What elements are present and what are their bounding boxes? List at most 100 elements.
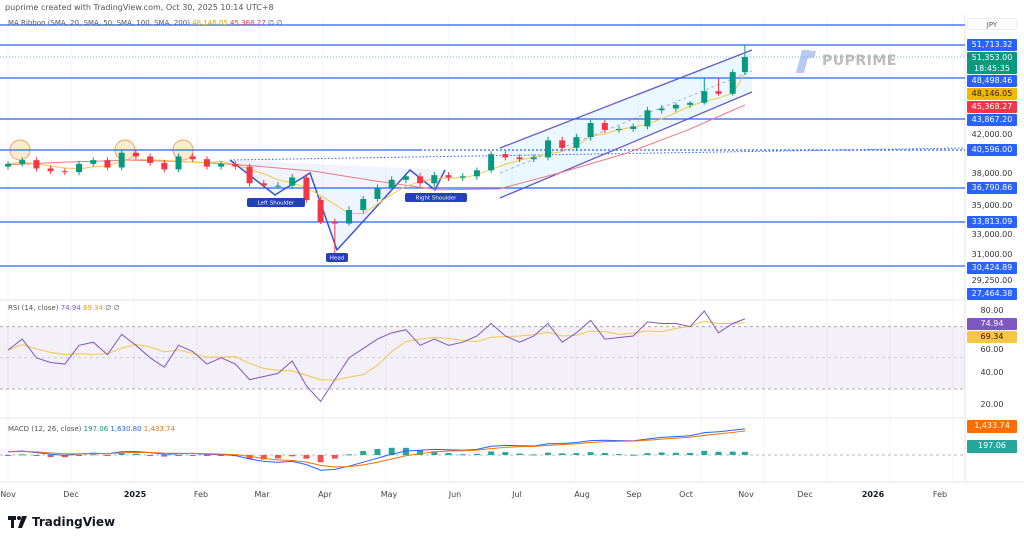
rsi-legend[interactable]: RSI (14, close) 74.94 69.34 ∅ ∅ — [8, 304, 120, 312]
macd-histogram-bar — [374, 448, 381, 455]
rsi-ma-tag: 69.34 — [967, 331, 1017, 343]
candle — [687, 102, 694, 105]
candle — [104, 160, 111, 168]
candle — [246, 166, 253, 184]
macd-histogram-bar — [5, 455, 11, 456]
macd-histogram-bar — [388, 447, 395, 455]
price-tick-label: 42,000.00 — [971, 130, 1013, 139]
macd-histogram-bar — [61, 455, 68, 458]
rsi-ma-line — [7, 320, 745, 381]
left-shoulder-label-text: Left Shoulder — [258, 201, 295, 207]
rsi-tick-label: 60.00 — [980, 345, 1004, 354]
head-label-bg — [326, 253, 348, 262]
tradingview-logo-icon — [8, 516, 27, 528]
macd-histogram-bar — [587, 452, 594, 455]
macd-histogram-bar — [303, 455, 310, 459]
candle — [488, 154, 495, 171]
candle — [317, 199, 324, 223]
macd-histogram-bar — [445, 453, 452, 455]
time-tick-label: Feb — [932, 490, 948, 499]
macd-histogram-bar — [530, 454, 537, 456]
macd-histogram-bar — [76, 455, 83, 456]
macd-histogram-bar — [317, 455, 324, 463]
macd-histogram-bar — [701, 450, 708, 455]
channel-upper-line — [499, 49, 753, 149]
price-tag-level: 48,498.46 — [967, 74, 1017, 87]
channel-lower-line — [499, 91, 753, 199]
macd-histogram-bar — [104, 455, 111, 456]
macd-legend[interactable]: MACD (12, 26, close) 197.06 1,630.80 1,4… — [8, 425, 175, 433]
rsi-tick-label: 40.00 — [980, 368, 1004, 378]
rsi-ma-value: 69.34 — [82, 304, 104, 312]
rsi-line — [7, 310, 746, 403]
candle — [90, 160, 97, 164]
candle — [701, 91, 708, 103]
candle — [601, 123, 608, 130]
rsi-value: 74.94 — [60, 304, 81, 312]
candle — [473, 170, 480, 177]
price-tag-level: 30,424.89 — [967, 262, 1017, 274]
macd-signal-tag: 1,433.74 — [967, 420, 1017, 433]
candle — [431, 175, 438, 184]
macd-histogram-bar — [346, 454, 353, 456]
right-shoulder-label: Right Shoulder — [405, 193, 467, 202]
macd-histogram-bar — [431, 451, 438, 455]
time-tick-label: Sep — [626, 490, 642, 499]
neckline — [229, 147, 966, 161]
rsi-tick-label: 80.00 — [980, 306, 1004, 315]
price-tag-level: 43,867.20 — [967, 113, 1017, 126]
macd-histogram-bar — [544, 452, 551, 455]
macd-histogram-bar — [715, 451, 722, 455]
left-shoulder-label-bg — [247, 198, 305, 207]
candle — [644, 110, 651, 127]
candle — [516, 157, 523, 160]
candle — [175, 156, 182, 170]
candle — [203, 159, 210, 167]
macd-histogram-bar — [360, 450, 367, 455]
time-tick-label: Jul — [512, 490, 522, 499]
rsi-value-tag: 74.94 — [967, 318, 1017, 330]
channel-fill — [500, 50, 752, 198]
macd-histogram-bar — [573, 453, 580, 455]
macd-histogram-bar — [19, 454, 26, 456]
rsi-icons[interactable]: ∅ ∅ — [105, 304, 120, 312]
right-shoulder-label-bg — [405, 193, 467, 202]
legend-icons[interactable]: ∅ ∅ — [267, 19, 283, 27]
candle — [303, 177, 310, 200]
macd-histogram-bar — [147, 455, 154, 456]
candle — [33, 160, 40, 169]
macd-histogram-bar — [33, 455, 40, 457]
macd-histogram-bar — [118, 453, 125, 455]
candle — [573, 137, 580, 148]
macd-histogram-bar — [289, 455, 296, 457]
time-tick-label: Nov — [0, 490, 16, 499]
macd-histogram-bar — [161, 455, 168, 457]
bar-countdown: 18:45:35 — [974, 63, 1010, 73]
time-tick-label: Jun — [448, 490, 462, 499]
time-tick-label: Dec — [63, 490, 79, 499]
chart-attribution: puprime created with TradingView.com, Oc… — [5, 3, 274, 12]
ma-ribbon-legend[interactable]: MA Ribbon (SMA, 20, SMA, 50, SMA, 100, S… — [8, 19, 282, 27]
tradingview-logo[interactable]: TradingView — [8, 515, 115, 529]
candle — [630, 126, 637, 130]
puprime-watermark: PUPRIME — [790, 48, 897, 74]
sma20-line — [7, 73, 746, 215]
price-tag-level: 40,596.00 — [967, 144, 1017, 156]
left-shoulder-label: Left Shoulder — [247, 198, 305, 207]
currency-button[interactable]: JPY — [967, 18, 1017, 30]
candle — [658, 108, 665, 111]
candle — [715, 91, 722, 94]
candle — [388, 179, 395, 188]
candle — [544, 140, 551, 158]
price-tick-label: 29,250.00 — [971, 276, 1013, 285]
time-tick-label: May — [380, 490, 398, 499]
time-tick-label: 2025 — [123, 490, 147, 499]
price-tag-sma20: 48,146.05 — [967, 87, 1017, 100]
macd-histogram-bar — [189, 455, 196, 456]
time-tick-label: Mar — [254, 490, 270, 499]
candle — [417, 176, 424, 184]
macd-histogram-bar — [246, 455, 253, 459]
candle — [76, 163, 83, 173]
candle — [445, 175, 452, 178]
